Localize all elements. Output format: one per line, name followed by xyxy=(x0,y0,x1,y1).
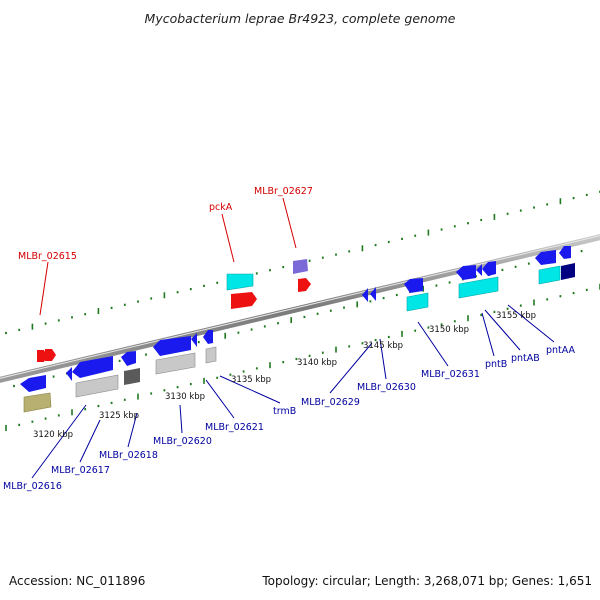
connector-mlbr-02631 xyxy=(417,321,449,367)
label-mlbr-02629[interactable]: MLBr_02629 xyxy=(301,397,360,408)
ruler-label-3120: 3120 kbp xyxy=(33,430,73,440)
reverse-outer-tick-row xyxy=(5,283,600,431)
gene-mlbr-02631[interactable] xyxy=(404,278,423,293)
connector-pntaa xyxy=(507,304,555,343)
gene-cyan-right[interactable] xyxy=(538,265,561,285)
gene-mlbr-02629[interactable] xyxy=(362,288,368,302)
ruler-label-3130: 3130 kbp xyxy=(165,392,205,402)
gene-pcka[interactable] xyxy=(231,292,257,309)
gene-pntaa-b[interactable] xyxy=(559,246,571,259)
reverse-genes xyxy=(20,246,575,413)
connector-mlbr-02630 xyxy=(379,338,387,380)
genome-backbone xyxy=(0,234,600,383)
connector-mlbr-02617 xyxy=(79,419,101,463)
label-trmb[interactable]: trmB xyxy=(273,406,296,417)
label-mlbr-02631[interactable]: MLBr_02631 xyxy=(421,369,480,380)
connector-pcka xyxy=(221,213,235,263)
connector-mlbr-02615 xyxy=(39,261,49,316)
gene-mlbr-02621-box[interactable] xyxy=(205,346,217,364)
gene-mlbr-02620[interactable] xyxy=(153,336,191,356)
label-mlbr-02616[interactable]: MLBr_02616 xyxy=(3,481,62,492)
connector-mlbr-02618 xyxy=(127,412,138,448)
label-mlbr-02630[interactable]: MLBr_02630 xyxy=(357,382,416,393)
gene-mlbr-02620-box[interactable] xyxy=(155,352,196,375)
gene-mlbr-02631-box[interactable] xyxy=(406,292,429,312)
gene-mlbr-02616[interactable] xyxy=(20,375,46,392)
gene-pntaa-box[interactable] xyxy=(458,276,499,299)
connector-mlbr-02621 xyxy=(205,379,235,419)
connector-mlbr-02616 xyxy=(31,404,87,479)
forward-genes xyxy=(37,259,311,362)
gene-pntab[interactable] xyxy=(482,261,496,276)
ruler-label-3150: 3150 kbp xyxy=(429,325,469,335)
gene-mlbr-02615-b[interactable] xyxy=(45,349,56,361)
ruler-label-3125: 3125 kbp xyxy=(99,411,139,421)
gene-mlbr-02618-box[interactable] xyxy=(124,368,140,385)
label-mlbr-02618[interactable]: MLBr_02618 xyxy=(99,450,158,461)
gene-mlbr-02617[interactable] xyxy=(72,356,113,378)
gene-mlbr-02621[interactable] xyxy=(203,330,213,344)
connector-mlbr-02629 xyxy=(329,342,373,394)
gene-small-arrow[interactable] xyxy=(66,367,72,381)
connector-pntab xyxy=(484,309,521,351)
gene-mlbr-02627[interactable] xyxy=(298,278,311,292)
gene-pntab-arrow[interactable] xyxy=(476,264,482,276)
label-pntb[interactable]: pntB xyxy=(485,359,507,370)
ruler-label-3140: 3140 kbp xyxy=(297,358,337,368)
backbone-highlight xyxy=(0,235,600,379)
gene-mlbr-02615-a[interactable] xyxy=(37,350,47,362)
connector-mlbr-02627 xyxy=(282,197,297,249)
gene-mlbr-02630[interactable] xyxy=(370,287,376,301)
gene-mlbr-02616-box[interactable] xyxy=(23,392,52,413)
connector-trmb xyxy=(219,375,281,404)
label-connectors xyxy=(31,197,555,479)
gene-mlbr-02617-box[interactable] xyxy=(75,374,119,398)
map-title: Mycobacterium leprae Br4923, complete ge… xyxy=(145,11,456,26)
ruler-label-3145: 3145 kbp xyxy=(363,341,403,351)
label-mlbr-02627[interactable]: MLBr_02627 xyxy=(254,186,313,197)
gene-pcka-cyan[interactable] xyxy=(226,273,254,291)
connector-mlbr-02620 xyxy=(179,404,183,434)
gene-mlbr-02627-box[interactable] xyxy=(293,259,308,274)
topology-text: Topology: circular; Length: 3,268,071 bp… xyxy=(261,574,592,588)
gene-pntb[interactable] xyxy=(456,265,476,280)
gene-pntaa[interactable] xyxy=(535,250,556,265)
accession-text: Accession: NC_011896 xyxy=(9,574,145,588)
label-mlbr-02620[interactable]: MLBr_02620 xyxy=(153,436,212,447)
label-mlbr-02617[interactable]: MLBr_02617 xyxy=(51,465,110,476)
ruler-label-3135: 3135 kbp xyxy=(231,375,271,385)
connector-pntb xyxy=(481,312,495,357)
label-mlbr-02621[interactable]: MLBr_02621 xyxy=(205,422,264,433)
gene-navy-right[interactable] xyxy=(561,263,575,280)
label-pntaa[interactable]: pntAA xyxy=(546,345,576,356)
gene-mlbr-02618[interactable] xyxy=(121,351,136,366)
label-pcka[interactable]: pckA xyxy=(209,202,233,213)
label-pntab[interactable]: pntAB xyxy=(511,353,540,364)
gene-trmb-a[interactable] xyxy=(191,333,197,347)
ruler-label-3155: 3155 kbp xyxy=(496,311,536,321)
label-mlbr-02615[interactable]: MLBr_02615 xyxy=(18,251,77,262)
